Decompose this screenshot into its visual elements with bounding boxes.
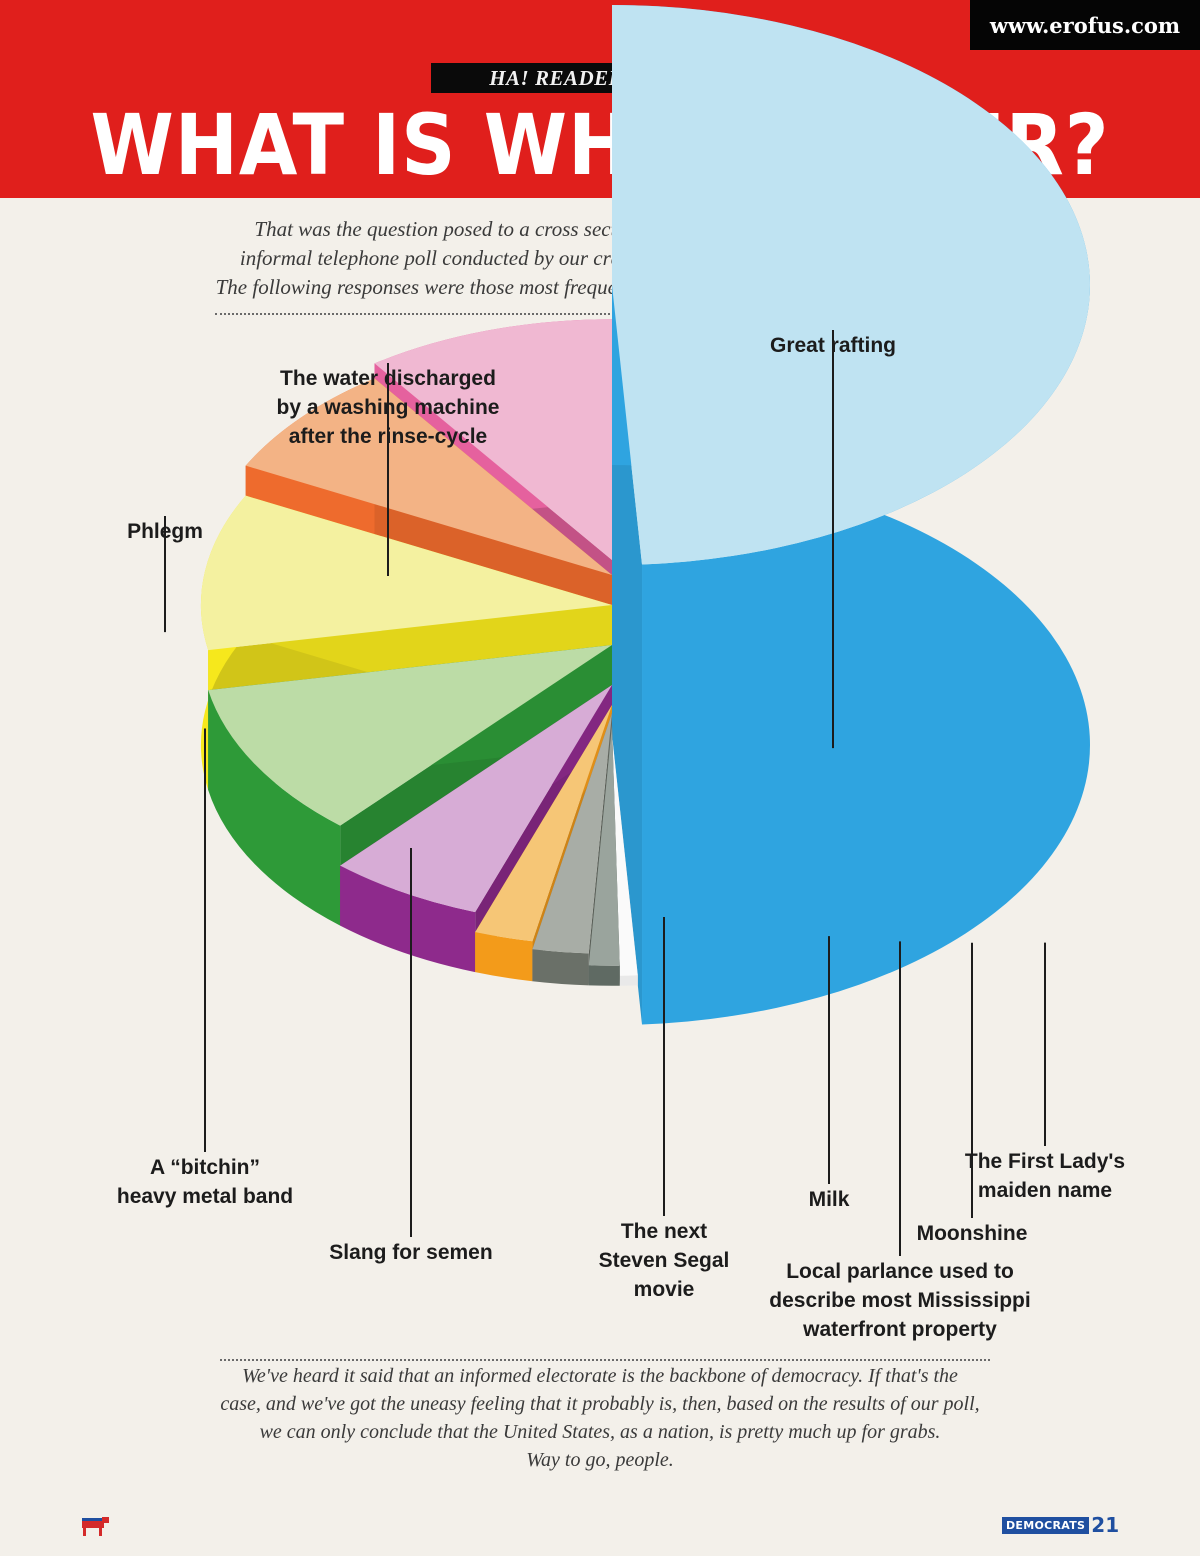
slice-label-line: Slang for semen xyxy=(329,1241,492,1264)
slice-label-line: Local parlance used to xyxy=(786,1260,1014,1283)
slice-label-line: The First Lady's xyxy=(965,1150,1125,1173)
slice-label: A “bitchin” heavy metal band xyxy=(117,1156,293,1208)
slice-label-line: maiden name xyxy=(978,1179,1112,1202)
slice-label: Moonshine xyxy=(917,1222,1028,1245)
slice-label-line: waterfront property xyxy=(802,1318,997,1341)
outro-line: we can only conclude that the United Sta… xyxy=(259,1421,941,1443)
slice-label-line: Great rafting xyxy=(770,334,896,357)
slice-label-line: Moonshine xyxy=(917,1222,1028,1245)
slice-label-line: describe most Mississippi xyxy=(769,1289,1030,1312)
pie-slice xyxy=(588,725,620,986)
slice-label: The next Steven Segal movie xyxy=(599,1220,730,1301)
slice-label-line: by a washing machine xyxy=(277,396,500,419)
watermark: www.erofus.com xyxy=(970,0,1200,50)
slice-label-line: A “bitchin” xyxy=(150,1156,260,1179)
slice-label-line: heavy metal band xyxy=(117,1185,293,1208)
divider-top xyxy=(215,313,990,315)
outro-line: Way to go, people. xyxy=(526,1449,674,1471)
pie-slice xyxy=(612,5,1091,1025)
donkey-icon xyxy=(82,1517,109,1536)
footer-section-label: DEMOCRATS xyxy=(1002,1516,1090,1534)
slice-label-line: Phlegm xyxy=(127,520,203,543)
slice-label-line: after the rinse-cycle xyxy=(289,425,487,448)
slice-label-line: movie xyxy=(634,1278,695,1301)
page-number: 21 xyxy=(1091,1513,1120,1537)
slice-label: The water discharged by a washing machine… xyxy=(277,367,500,448)
slice-label-line: The water discharged xyxy=(280,367,496,390)
divider-bottom xyxy=(220,1359,990,1361)
outro-text: We've heard it said that an informed ele… xyxy=(80,1362,1120,1474)
slice-label: The First Lady's maiden name xyxy=(965,1150,1125,1202)
outro-line: case, and we've got the uneasy feeling t… xyxy=(220,1393,980,1415)
slice-label: Great rafting xyxy=(770,334,896,357)
slice-label-line: Steven Segal xyxy=(599,1249,730,1272)
slice-label-line: Milk xyxy=(809,1188,850,1211)
slice-label-line: The next xyxy=(621,1220,707,1243)
slice-label: Local parlance used to describe most Miss… xyxy=(769,1260,1030,1341)
slice-label: Phlegm xyxy=(127,520,203,543)
slice-label: Milk xyxy=(809,1188,850,1211)
slice-label: Slang for semen xyxy=(329,1241,492,1264)
footer-badge: DEMOCRATS 21 xyxy=(1002,1513,1120,1537)
outro-line: We've heard it said that an informed ele… xyxy=(242,1365,958,1387)
